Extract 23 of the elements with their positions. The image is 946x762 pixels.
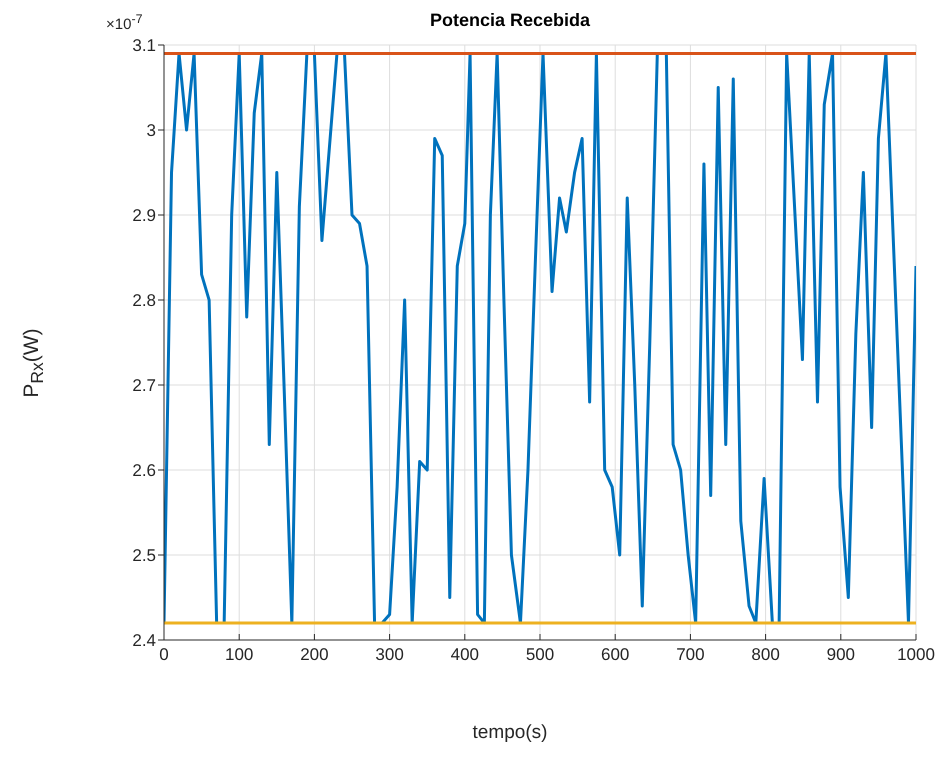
x-tick-label: 700 <box>676 645 705 664</box>
text: ×10$^{-7}$ <box>106 12 143 33</box>
x-axis-title: tempo(s) <box>472 722 548 744</box>
y-tick-label: 2.6 <box>132 461 156 480</box>
y-tick-label: 3 <box>146 121 156 140</box>
x-tick-label: 600 <box>601 645 630 664</box>
x-tick-label: 500 <box>526 645 554 664</box>
x-tick-label: 400 <box>450 645 479 664</box>
x-tick-label: 100 <box>225 645 254 664</box>
x-tick-label: 900 <box>826 645 855 664</box>
chart-title: Potencia Recebida <box>430 10 590 30</box>
x-tick-label: 300 <box>375 645 404 664</box>
line-series <box>164 52 916 624</box>
y-tick-label: 2.8 <box>132 291 156 310</box>
x-tick-label: 200 <box>300 645 329 664</box>
x-tick-label: 800 <box>751 645 780 664</box>
y-tick-label: 2.4 <box>132 631 156 650</box>
y-tick-label: 3.1 <box>132 36 156 56</box>
y-tick-label: 2.9 <box>132 206 156 226</box>
x-tick-label: 0 <box>159 645 169 664</box>
y-tick-label: 2.7 <box>132 376 156 396</box>
x-tick-label: 1000 <box>897 645 935 664</box>
y-tick-label: 2.5 <box>132 546 156 566</box>
